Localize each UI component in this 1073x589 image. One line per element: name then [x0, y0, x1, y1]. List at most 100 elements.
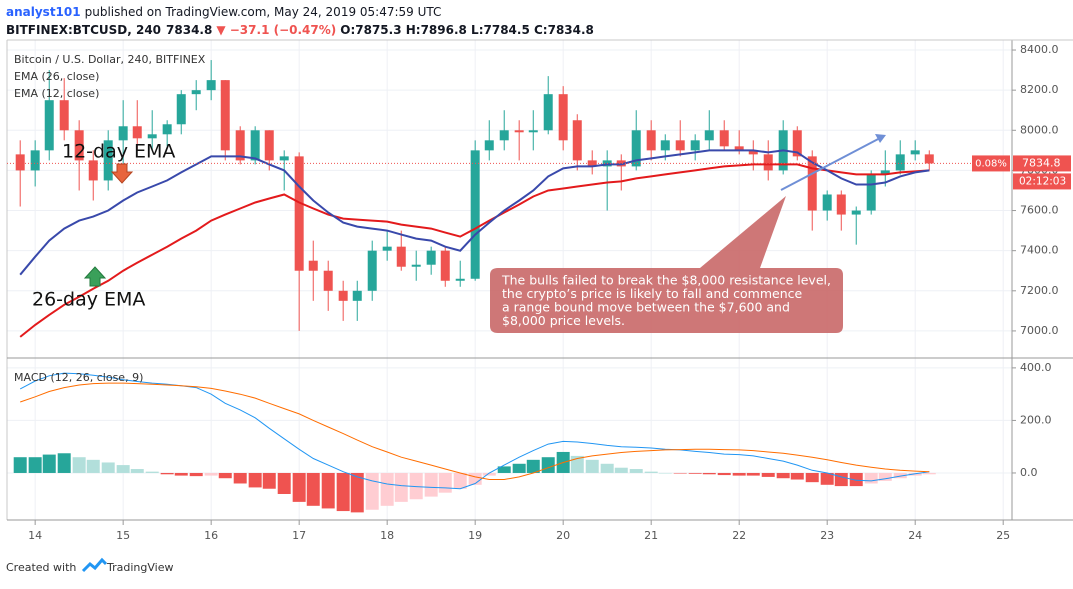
ema-line [19, 163, 930, 338]
brand-logo [81, 557, 108, 573]
candle-body [499, 130, 509, 141]
published: published on TradingView.com, May 24, 20… [85, 5, 442, 19]
user[interactable]: analyst101 [6, 5, 81, 19]
x-tick-label: 23 [820, 529, 834, 542]
candle-body [440, 250, 450, 281]
macd-line [20, 382, 930, 480]
histogram-bar [805, 472, 819, 483]
up-arrow [83, 266, 107, 287]
x-tick-label: 19 [468, 529, 482, 542]
candle-body [924, 154, 934, 164]
histogram-bar [717, 472, 731, 476]
y-tick-label: 7000.0 [1020, 324, 1059, 337]
candle-body [866, 174, 876, 211]
macd-line [19, 372, 930, 490]
histogram-bar [570, 455, 584, 473]
candle-body [880, 170, 890, 175]
x-tick-label: 14 [28, 529, 42, 542]
candle-body [147, 134, 157, 139]
candle-body [250, 130, 260, 161]
candle-body [206, 80, 216, 91]
histogram-bar [336, 472, 350, 512]
histogram-bar [438, 472, 452, 493]
histogram-bar [174, 472, 188, 476]
histogram-bar [497, 466, 511, 473]
countdown-box [1013, 173, 1071, 190]
candle-body [646, 130, 656, 151]
histogram-bar [116, 465, 130, 473]
x-tick-label: 20 [556, 529, 570, 542]
ema-line [19, 149, 930, 276]
histogram-bar [57, 453, 71, 473]
callout-box [490, 196, 843, 333]
candle-body [59, 100, 69, 131]
candle-body [74, 130, 84, 161]
histogram-bar [380, 472, 394, 506]
histogram-bar [922, 472, 936, 475]
histogram-bar [688, 472, 702, 474]
y-tick-label: 8400.0 [1020, 43, 1059, 56]
candle-body [514, 130, 524, 133]
candle-body [543, 94, 553, 131]
candle-body [367, 250, 377, 291]
candle-body [910, 150, 920, 155]
histogram-bar [761, 472, 775, 477]
histogram-bar [541, 457, 555, 473]
change: ▼ −37.1 (−0.47%) [216, 23, 336, 37]
histogram-bar [218, 472, 232, 479]
candle-body [484, 140, 494, 151]
projection-arrow [780, 136, 883, 191]
histogram-bar [350, 472, 364, 513]
candle-body [675, 140, 685, 151]
change-box [972, 155, 1010, 172]
symbol: BITFINEX:BTCUSD, 240 [6, 23, 161, 37]
histogram-bar [820, 472, 834, 485]
candle-body [426, 250, 436, 265]
x-tick-label: 25 [996, 529, 1010, 542]
histogram-bar [746, 472, 760, 476]
candle-body [132, 126, 142, 139]
change-label: 0.08% [975, 158, 1007, 169]
histogram-bar [453, 472, 467, 489]
candle-body [572, 120, 582, 161]
y-tick-label: 7200.0 [1020, 284, 1059, 297]
candle-body [719, 130, 729, 147]
histogram-bar [160, 472, 174, 475]
y-tick-label: 7400.0 [1020, 244, 1059, 257]
histogram-bar [526, 459, 540, 473]
annotation-26: 26-day EMA [32, 289, 145, 311]
candle-body [895, 154, 905, 171]
candle-body [191, 90, 201, 95]
macd-title: MACD (12, 26, close, 9) [14, 371, 143, 384]
histogram-bar [658, 472, 672, 474]
histogram-bar [233, 472, 247, 484]
histogram-bar [365, 472, 379, 510]
callout-line: The bulls failed to break the $8,000 res… [501, 273, 831, 288]
histogram-bar [834, 472, 848, 487]
candle-body [103, 140, 113, 181]
candle-body [382, 246, 392, 251]
histogram-bar [248, 472, 262, 488]
histogram-bar [101, 462, 115, 473]
histogram-bar [600, 463, 614, 473]
footer-created: Created with [6, 561, 76, 574]
callout-line: $8,000 price levels. [502, 313, 625, 328]
histogram-bar [277, 472, 291, 494]
candle-body [30, 150, 40, 171]
header-line: analyst101 published on TradingView.com, … [6, 5, 441, 19]
candle-body [396, 246, 406, 267]
callout-line: the crypto’s price is likely to fall and… [502, 286, 803, 301]
down-arrow [110, 163, 134, 184]
candle-body [690, 140, 700, 151]
footer-brand[interactable]: TradingView [106, 561, 173, 574]
ohlc: O:7875.3 H:7896.8 L:7784.5 C:7834.8 [340, 23, 594, 37]
histogram-bar [189, 472, 203, 477]
candle-body [734, 146, 744, 151]
marks: 14 15 16 17 18 19 20 21 22 23 24 25 7000.0 7200.0 7400… [7, 43, 1071, 542]
histogram-bar [72, 457, 86, 473]
histogram-bar [468, 472, 482, 485]
histogram-bar [629, 469, 643, 473]
candle-body [792, 130, 802, 157]
histogram-bar [262, 472, 276, 489]
symbol-line: BITFINEX:BTCUSD, 240 7834.8 ▼ −37.1 (−0.47… [6, 23, 594, 37]
